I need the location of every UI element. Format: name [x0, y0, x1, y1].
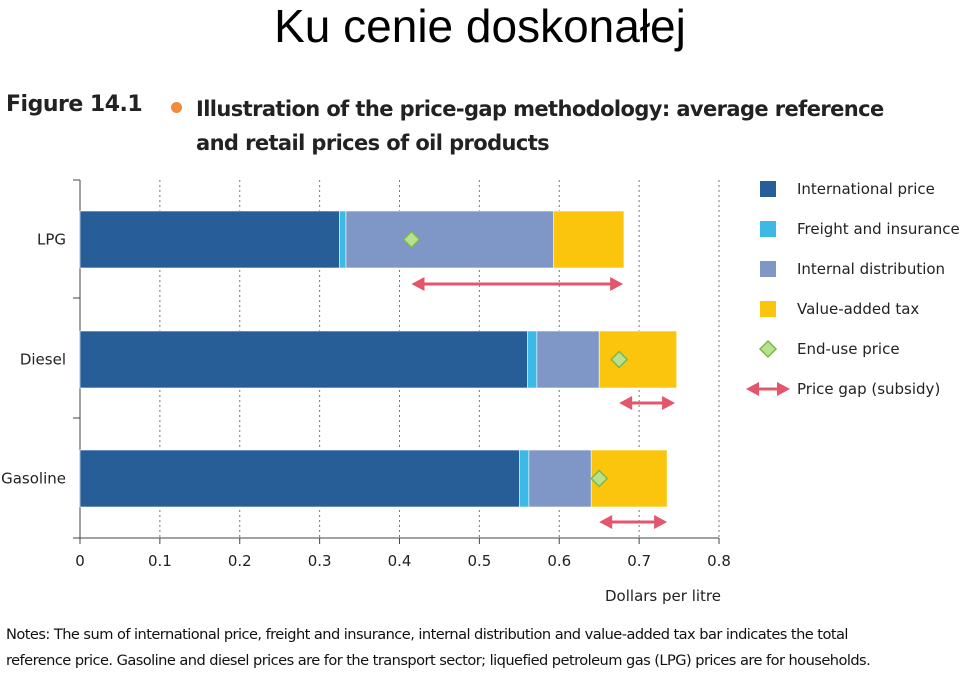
x-tick-label: 0.7: [627, 552, 651, 570]
x-tick-label: 0.6: [547, 552, 571, 570]
category-label: LPG: [37, 231, 66, 249]
bar-segment: [553, 210, 625, 269]
end-use-price-marker: [590, 469, 609, 488]
chart-bars: [79, 210, 677, 508]
legend-label: Internal distribution: [797, 260, 945, 278]
price-gap-arrow-head: [599, 515, 613, 529]
legend-diamond-icon: [758, 339, 778, 359]
x-tick-label: 0.2: [228, 552, 252, 570]
chart-tick-labels: 0 0.1 0.2 0.3 0.4 0.5 0.6 0.7 0.8: [75, 552, 731, 570]
price-gap-arrow-head: [662, 396, 676, 410]
x-tick-label: 0: [75, 552, 85, 570]
price-gap-arrow-head: [619, 396, 633, 410]
legend-label: End-use price: [797, 340, 900, 358]
category-label: Gasoline: [1, 470, 66, 488]
price-gap-arrow: [619, 396, 676, 410]
category-label: Diesel: [20, 351, 66, 369]
legend-arrow-icon: [746, 382, 790, 396]
legend-swatch: [760, 261, 776, 277]
bar-segment: [345, 210, 554, 269]
x-tick-label: 0.8: [707, 552, 731, 570]
figure-caption: Illustration of the price-gap methodolog…: [196, 92, 956, 160]
bar-segment: [528, 449, 592, 508]
x-axis-label: Dollars per litre: [605, 587, 721, 605]
bar-segment: [339, 210, 347, 269]
chart-legend: International price Freight and insurance…: [746, 180, 960, 398]
price-gap-arrow: [599, 515, 668, 529]
chart-category-labels: LPG Diesel Gasoline: [1, 231, 66, 488]
x-tick-label: 0.5: [467, 552, 491, 570]
price-gap-arrow-head: [777, 382, 790, 396]
legend-label: Freight and insurance: [797, 220, 960, 238]
price-gap-arrow-head: [610, 277, 624, 291]
legend-swatch: [760, 221, 776, 237]
notes-line-1: Notes: The sum of international price, f…: [6, 626, 848, 643]
price-gap-chart: 0 0.1 0.2 0.3 0.4 0.5 0.6 0.7 0.8 LPG Diesel Gasol…: [1, 179, 960, 605]
bar-segment: [79, 449, 520, 508]
bar-segment: [526, 330, 538, 389]
bar-segment: [79, 210, 340, 269]
legend-swatch: [760, 301, 776, 317]
x-tick-label: 0.4: [388, 552, 412, 570]
legend-label: Value-added tax: [797, 300, 919, 318]
legend-label: International price: [797, 180, 935, 198]
price-gap-arrow-head: [654, 515, 668, 529]
figure-label: Figure 14.1: [6, 92, 143, 117]
bar-segment: [519, 449, 530, 508]
bar-segment: [79, 330, 528, 389]
price-gap-arrow: [411, 277, 624, 291]
bar-segment: [536, 330, 600, 389]
x-tick-label: 0.1: [148, 552, 172, 570]
figure-caption-line-1: Illustration of the price-gap methodolog…: [196, 97, 884, 121]
chart-markers: [402, 230, 676, 529]
figure-notes: Notes: The sum of international price, f…: [6, 622, 958, 674]
legend-label: Price gap (subsidy): [797, 380, 940, 398]
x-tick-label: 0.3: [308, 552, 332, 570]
slide-title: Ku cenie doskonałej: [274, 0, 686, 52]
figure-caption-line-2: and retail prices of oil products: [196, 131, 550, 155]
price-gap-arrow-head: [411, 277, 425, 291]
end-use-price-marker: [610, 350, 629, 369]
notes-line-2: reference price. Gasoline and diesel pri…: [6, 652, 871, 669]
legend-swatch: [760, 181, 776, 197]
orange-dot-icon: [171, 102, 182, 113]
price-gap-arrow-head: [746, 382, 759, 396]
end-use-price-marker: [402, 230, 421, 249]
